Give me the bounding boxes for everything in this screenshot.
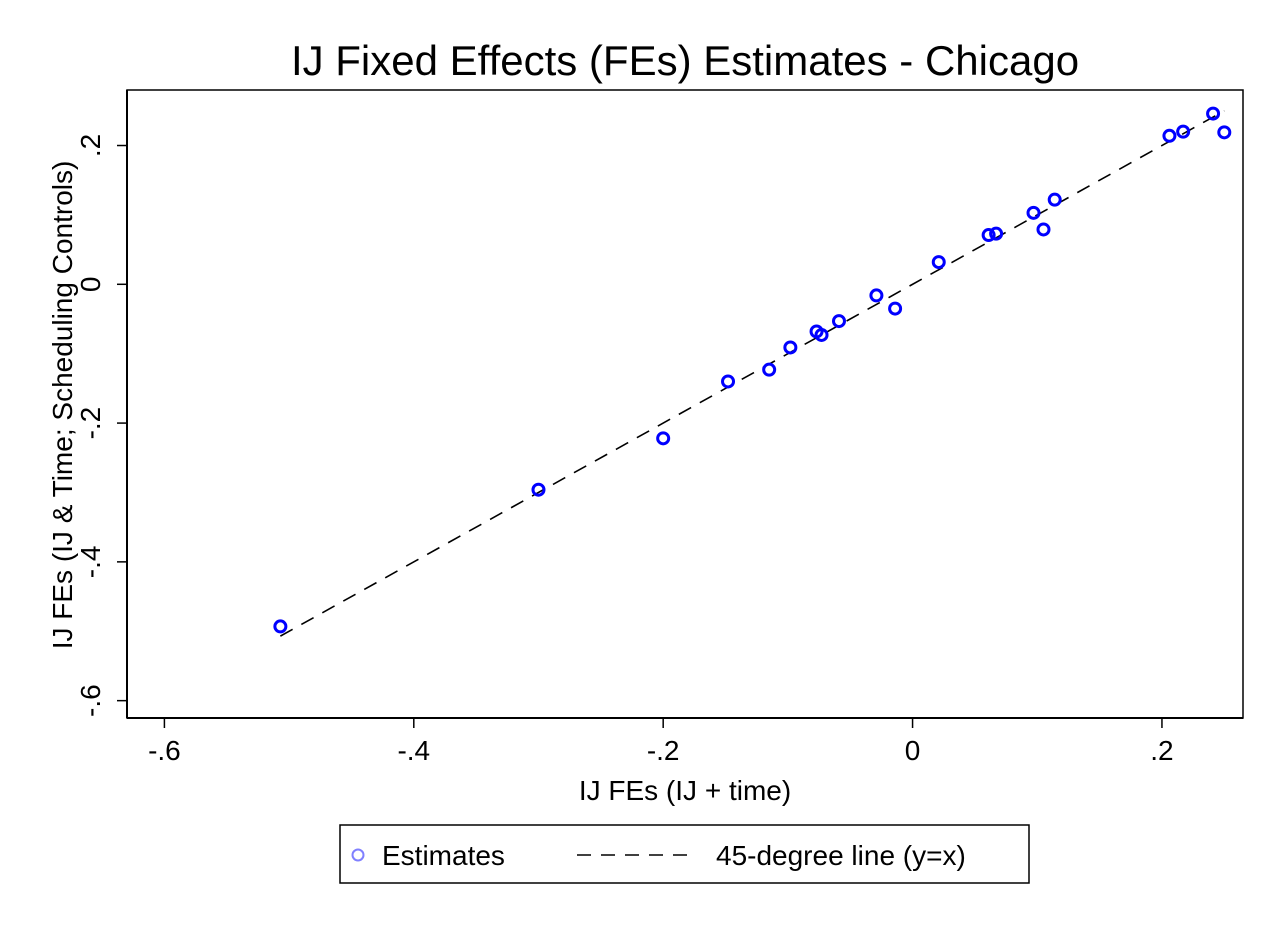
estimate-point	[869, 288, 884, 303]
x-tick-label: -.4	[397, 735, 430, 766]
x-tick-label: .2	[1150, 735, 1173, 766]
x-tick-label: -.2	[647, 735, 680, 766]
plot-border	[126, 89, 1244, 719]
estimate-point	[721, 374, 736, 389]
estimate-point	[656, 431, 671, 446]
estimate-point	[1162, 128, 1177, 143]
y-tick-label: -.2	[75, 407, 106, 440]
estimate-point	[1036, 222, 1051, 237]
estimate-point	[1217, 125, 1232, 140]
estimate-point	[762, 362, 777, 377]
estimate-point	[931, 255, 946, 270]
y-tick-label: -.4	[75, 546, 106, 579]
legend-label-estimates: Estimates	[382, 840, 505, 871]
forty-five-degree-line	[279, 110, 1225, 637]
x-tick-label: 0	[905, 735, 921, 766]
x-axis: -.6 -.4 -.2 0 .2	[127, 717, 1243, 766]
plot-area	[126, 89, 1244, 719]
estimate-point	[888, 301, 903, 316]
legend-label-45-degree-line: 45-degree line (y=x)	[716, 840, 966, 871]
estimate-point	[531, 482, 546, 497]
y-tick-label: -.6	[75, 684, 106, 717]
estimate-point	[1026, 205, 1041, 220]
estimate-point	[1176, 124, 1191, 139]
estimate-point	[783, 340, 798, 355]
legend-marker-estimates	[351, 848, 365, 862]
y-axis-label: IJ FEs (IJ & Time; Scheduling Controls)	[47, 161, 78, 650]
estimate-point	[273, 619, 288, 634]
series-layer	[273, 106, 1232, 637]
y-tick-label: 0	[75, 277, 106, 293]
estimate-point	[1206, 106, 1221, 121]
y-tick-label: .2	[75, 134, 106, 157]
estimate-point	[831, 314, 846, 329]
estimate-point	[814, 327, 829, 342]
chart-title: IJ Fixed Effects (FEs) Estimates - Chica…	[291, 37, 1079, 84]
estimate-point	[1047, 192, 1062, 207]
legend-box	[339, 824, 1030, 884]
estimate-point	[989, 226, 1004, 241]
legend: Estimates 45-degree line (y=x)	[339, 824, 1030, 884]
y-axis: -.6 -.4 -.2 0 .2	[75, 90, 128, 718]
x-axis-label: IJ FEs (IJ + time)	[579, 775, 791, 806]
estimate-point	[981, 228, 996, 243]
x-tick-label: -.6	[148, 735, 181, 766]
